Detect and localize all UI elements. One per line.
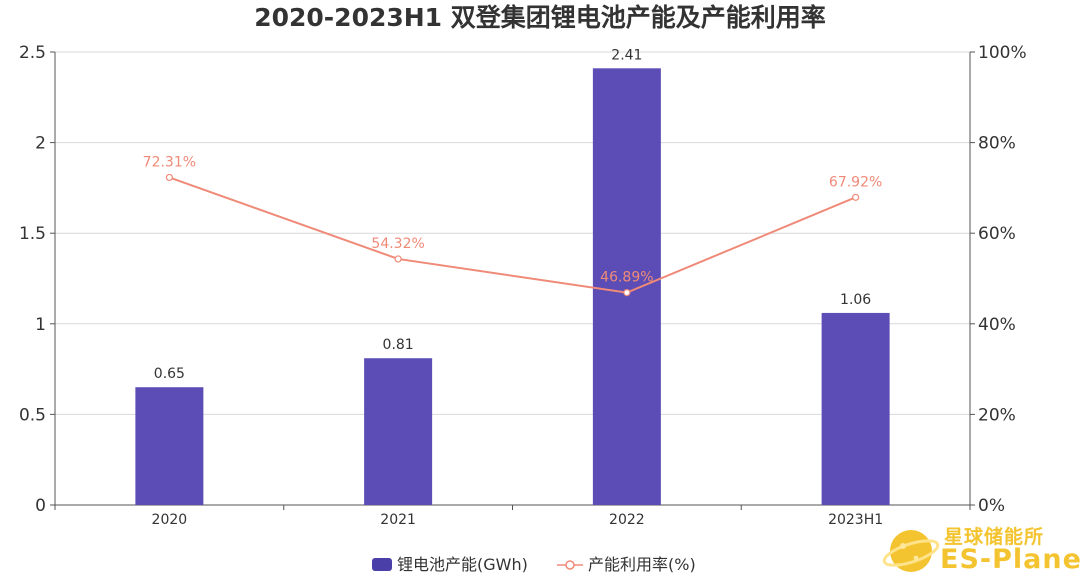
line-series	[165, 173, 860, 297]
bar-value-label: 0.65	[154, 366, 185, 382]
line-point-2021[interactable]	[394, 255, 402, 263]
watermark: 星球储能所 ES-Planet	[882, 520, 1080, 578]
y-right-tick-label: 20%	[978, 405, 1016, 425]
line-point-2023H1[interactable]	[852, 193, 860, 201]
y-left-tick-label: 1.5	[19, 224, 46, 244]
legend[interactable]: 锂电池产能(GWh) 产能利用率(%)	[372, 555, 696, 574]
legend-line-marker	[565, 560, 575, 570]
chart-title: 2020-2023H1 双登集团锂电池产能及产能利用率	[254, 3, 826, 32]
planet-logo-icon	[882, 530, 940, 572]
y-left-tick-label: 0.5	[19, 405, 46, 425]
x-tick-label: 2020	[152, 512, 188, 528]
data-labels: 0.65 0.81 2.41 1.06 72.31% 54.32% 46.89% 67.92%	[143, 47, 883, 382]
y-left-tick-label: 2	[35, 134, 46, 154]
bar-value-label: 1.06	[840, 292, 871, 308]
legend-bar-swatch	[372, 558, 392, 571]
line-point-2020[interactable]	[165, 173, 173, 182]
y-left-tick-label: 1	[35, 315, 46, 335]
y-right-tick-label: 100%	[978, 43, 1027, 63]
x-tick-label: 2021	[380, 512, 416, 528]
legend-bar-label[interactable]: 锂电池产能(GWh)	[397, 555, 528, 574]
x-tick-label: 2023H1	[828, 512, 883, 528]
utilization-line	[169, 176, 857, 294]
legend-line-label[interactable]: 产能利用率(%)	[588, 555, 696, 574]
line-point-2022[interactable]	[623, 288, 631, 297]
watermark-cn-text: 星球储能所	[944, 526, 1045, 548]
watermark-en-text: ES-Planet	[940, 544, 1080, 575]
line-value-label: 46.89%	[600, 270, 653, 286]
bar-value-label: 0.81	[383, 337, 414, 353]
line-value-label: 67.92%	[829, 174, 882, 190]
bar-2023H1[interactable]	[821, 312, 890, 505]
bar-2020[interactable]	[135, 387, 204, 505]
bar-value-label: 2.41	[611, 47, 642, 63]
line-value-label: 54.32%	[371, 236, 424, 252]
line-value-label: 72.31%	[143, 154, 196, 170]
y-right-tick-label: 40%	[978, 315, 1016, 335]
y-right-tick-label: 80%	[978, 134, 1016, 154]
axes: 0 0.5 1 1.5 2 2.5 0% 20% 40% 60% 80% 100% 2020 2021 20…	[19, 43, 1027, 528]
grid-lines	[55, 51, 970, 415]
y-left-tick-label: 0	[35, 496, 46, 516]
bar-2021[interactable]	[364, 358, 433, 505]
bar-2022[interactable]	[592, 68, 661, 506]
y-left-tick-label: 2.5	[19, 43, 46, 63]
bar-series	[135, 68, 890, 506]
x-tick-label: 2022	[609, 512, 645, 528]
y-right-tick-label: 60%	[978, 224, 1016, 244]
y-right-tick-label: 0%	[978, 496, 1005, 516]
